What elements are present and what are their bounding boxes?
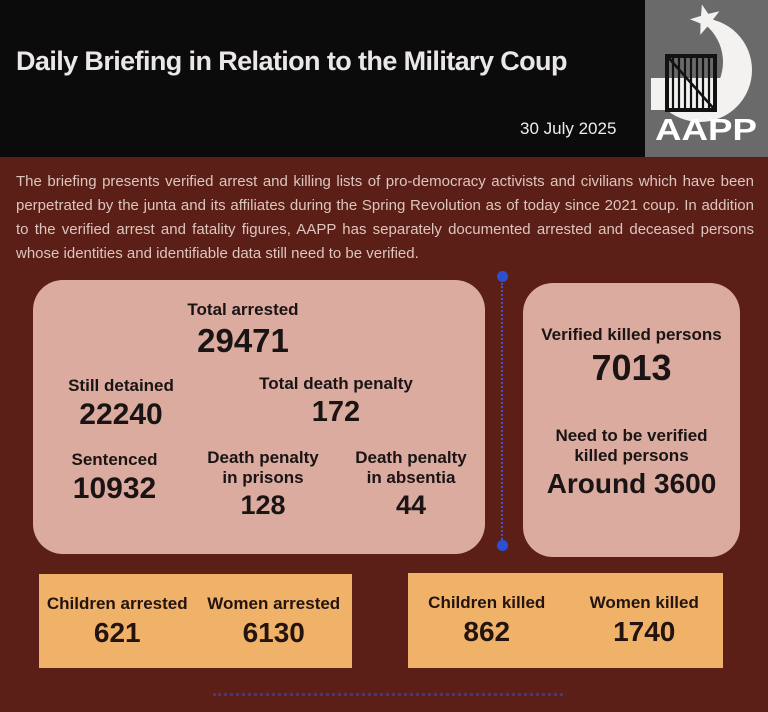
- stat-children-arrested: Children arrested 621: [39, 594, 196, 649]
- star-icon: [690, 4, 720, 35]
- stat-value: 44: [395, 490, 427, 520]
- aapp-logo: AAPP: [627, 0, 768, 157]
- stat-value: 621: [93, 616, 141, 648]
- stat-label: Women arrested: [207, 593, 341, 613]
- stat-label: Need to be verified: [555, 426, 708, 445]
- killed-demographics-panel: Children killed 862 Women killed 1740: [408, 573, 723, 668]
- stat-still-detained: Still detained 22240: [41, 376, 201, 433]
- stat-label: Total arrested: [187, 300, 299, 319]
- stat-women-arrested: Women arrested 6130: [196, 594, 353, 649]
- stat-total-death-penalty: Total death penalty 172: [221, 374, 451, 429]
- arrest-stats-panel: Total arrested 29471 Still detained 2224…: [33, 280, 485, 554]
- stat-need-verified-killed: Need to be verified killed persons Aroun…: [530, 426, 733, 500]
- stat-label: Children arrested: [46, 593, 188, 613]
- killed-stats-panel: Verified killed persons 7013 Need to be …: [523, 283, 740, 557]
- stat-value: 862: [463, 616, 511, 647]
- arrested-demographics-panel: Children arrested 621 Women arrested 613…: [39, 574, 352, 668]
- stat-label: Children killed: [428, 593, 546, 612]
- stat-children-killed: Children killed 862: [408, 593, 566, 648]
- stat-value: 10932: [72, 472, 157, 505]
- bottom-dotted-divider: [213, 693, 563, 696]
- connector-dotted-line: [501, 283, 503, 540]
- stat-value: 128: [240, 490, 286, 520]
- stat-women-killed: Women killed 1740: [566, 593, 724, 648]
- stat-value: 29471: [197, 322, 289, 359]
- stat-value: 7013: [591, 347, 672, 388]
- stat-death-penalty-prisons: Death penalty in prisons 128: [183, 448, 343, 521]
- stat-verified-killed: Verified killed persons 7013: [530, 325, 733, 388]
- stat-label-line2: killed persons: [574, 446, 689, 465]
- stat-value: 172: [311, 396, 361, 428]
- aapp-logo-graphic: AAPP: [627, 0, 768, 157]
- stat-value: 6130: [242, 616, 305, 648]
- stat-value: 1740: [613, 616, 676, 647]
- stat-label: Death penalty: [355, 448, 467, 467]
- stat-label: Women killed: [589, 593, 699, 612]
- logo-text: AAPP: [655, 112, 757, 147]
- stat-sentenced: Sentenced 10932: [37, 450, 192, 507]
- page-title: Daily Briefing in Relation to the Milita…: [16, 46, 567, 76]
- intro-paragraph: The briefing presents verified arrest an…: [16, 173, 754, 262]
- connector-bottom-dot: [497, 540, 508, 551]
- stat-label-line2: in absentia: [366, 468, 456, 487]
- stat-total-arrested: Total arrested 29471: [73, 300, 413, 360]
- prison-gate-icon: [665, 54, 717, 112]
- stat-value: Around 3600: [546, 468, 717, 499]
- header-banner: Daily Briefing in Relation to the Milita…: [0, 0, 645, 157]
- stat-label: Total death penalty: [259, 374, 413, 393]
- stat-label: Still detained: [68, 376, 174, 395]
- connector-top-dot: [497, 271, 508, 282]
- stat-label: Sentenced: [71, 450, 158, 469]
- stat-death-penalty-absentia: Death penalty in absentia 44: [331, 448, 491, 521]
- stat-value: 22240: [79, 398, 163, 431]
- stat-label: Verified killed persons: [541, 325, 722, 344]
- stat-label: Death penalty: [207, 448, 319, 467]
- briefing-date: 30 July 2025: [520, 119, 617, 138]
- stat-label-line2: in prisons: [222, 468, 304, 487]
